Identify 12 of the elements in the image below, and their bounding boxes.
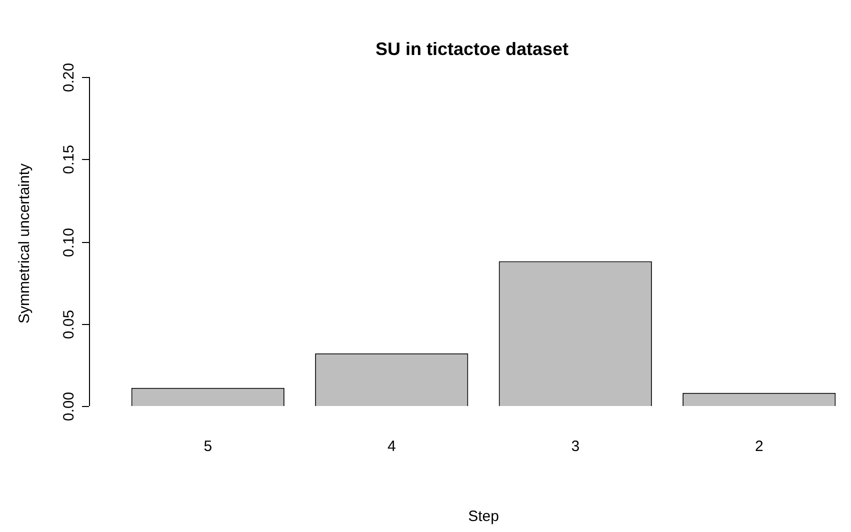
y-tick-label: 0.05 — [60, 310, 78, 340]
y-tick-label: 0.10 — [60, 228, 78, 258]
x-tick-label: 3 — [571, 438, 580, 456]
x-tick-label: 2 — [754, 438, 764, 456]
y-tick-label: 0.15 — [60, 144, 78, 174]
y-tick-label: 0.20 — [60, 62, 78, 92]
y-tick-label: 0.00 — [60, 392, 78, 422]
x-axis-title: Step — [468, 508, 499, 526]
x-tick-label: 4 — [387, 438, 396, 456]
y-axis-title: Symmetrical uncertainty — [16, 162, 34, 324]
x-tick-label: 5 — [204, 438, 212, 456]
chart-title: SU in tictactoe dataset — [375, 38, 569, 59]
